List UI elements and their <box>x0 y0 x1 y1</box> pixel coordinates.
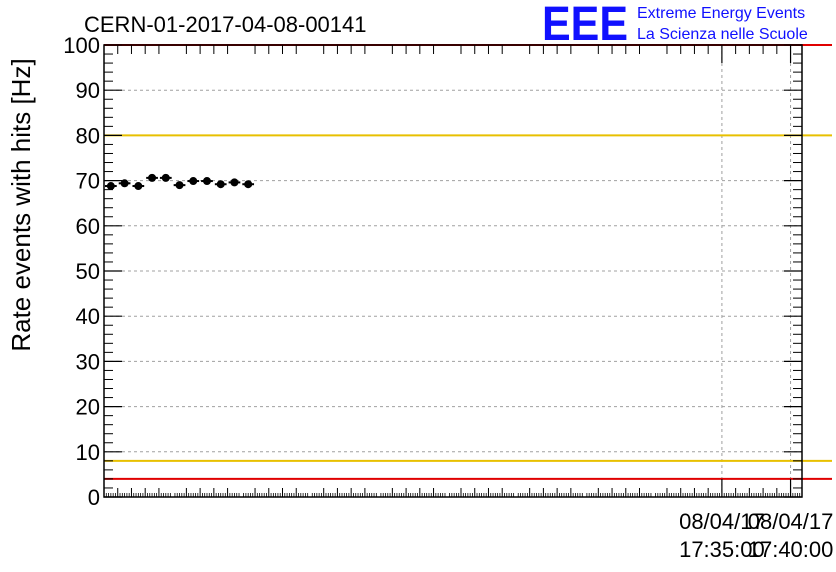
y-tick-label: 20 <box>76 395 100 420</box>
axis-tick-labels: 0 10 20 30 40 50 60 70 80 90 100 08/04/17 17:35:00 08… <box>63 33 833 562</box>
logo-line2: La Scienza nelle Scuole <box>637 26 808 43</box>
data-point <box>175 181 184 190</box>
y-tick-label: 80 <box>76 123 100 148</box>
data-point <box>202 177 211 186</box>
x-tick-date: 08/04/17 <box>679 509 765 534</box>
chart-title: CERN-01-2017-04-08-00141 <box>84 12 367 37</box>
axis-ticks <box>104 44 803 498</box>
data-point <box>120 179 129 188</box>
y-tick-label: 100 <box>63 33 100 58</box>
x-tick-time: 17:35:00 <box>679 537 765 562</box>
y-tick-label: 0 <box>88 485 100 510</box>
y-tick-label: 40 <box>76 304 100 329</box>
data-point <box>244 180 253 189</box>
reference-lines <box>104 44 832 480</box>
data-point <box>106 182 115 191</box>
data-point <box>161 173 170 182</box>
data-points <box>105 173 255 191</box>
data-point <box>216 180 225 189</box>
y-tick-label: 90 <box>76 78 100 103</box>
x-tick-date: 08/04/17 <box>748 509 834 534</box>
y-tick-label: 10 <box>76 440 100 465</box>
y-tick-label: 30 <box>76 349 100 374</box>
y-axis-label: Rate events with hits [Hz] <box>6 58 36 351</box>
data-point <box>189 177 198 186</box>
y-tick-label: 50 <box>76 259 100 284</box>
logo-line1: Extreme Energy Events <box>637 5 805 22</box>
data-point <box>134 182 143 191</box>
logo-mark: EEE <box>542 0 628 51</box>
eee-logo: EEE Extreme Energy Events La Scienza nel… <box>542 0 808 51</box>
y-tick-label: 60 <box>76 214 100 239</box>
data-point <box>148 173 157 182</box>
x-tick-time: 17:40:00 <box>748 537 834 562</box>
data-point <box>230 178 239 187</box>
y-tick-label: 70 <box>76 169 100 194</box>
grid <box>104 44 802 498</box>
